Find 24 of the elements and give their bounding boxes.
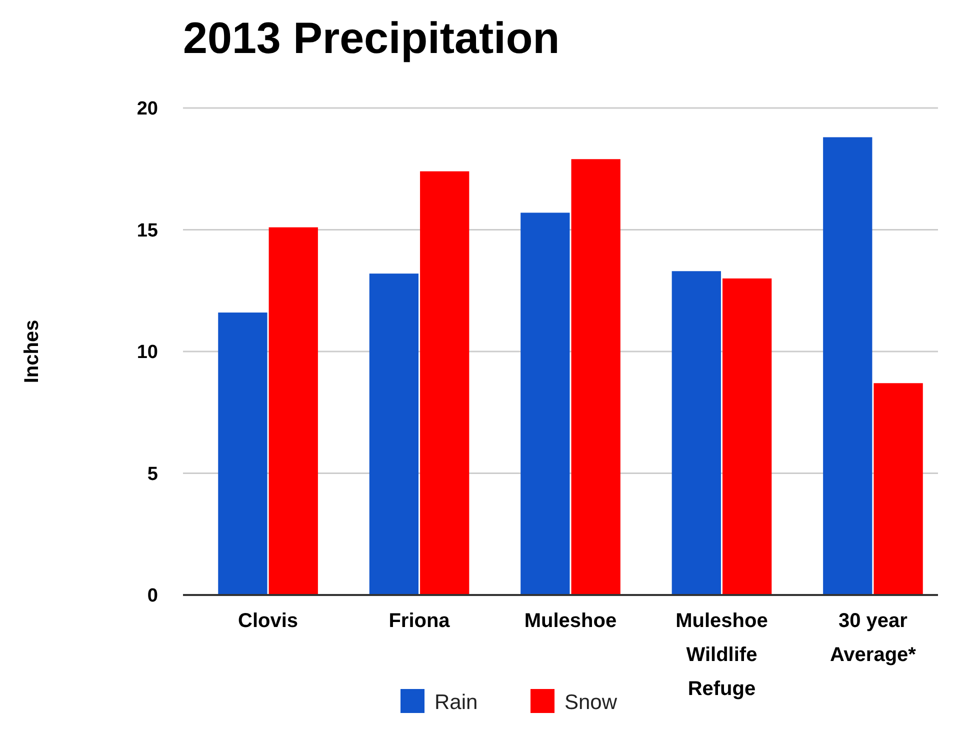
- legend-label: Snow: [564, 691, 618, 714]
- y-tick-label: 20: [136, 98, 158, 120]
- x-tick-label: Muleshoe Wildlife Refuge: [676, 610, 768, 700]
- bar: [520, 212, 570, 595]
- y-tick-label: 0: [147, 586, 158, 607]
- y-axis-title: Inches: [21, 320, 43, 384]
- bar: [420, 171, 470, 595]
- bar: [571, 159, 620, 595]
- x-tick-label: 30 year Average*: [830, 610, 916, 666]
- y-tick-label: 15: [136, 220, 158, 242]
- y-tick-label: 10: [136, 342, 158, 364]
- bar: [672, 271, 721, 595]
- bar: [268, 227, 318, 595]
- chart-title: 2013 Precipitation: [183, 14, 560, 63]
- legend-label: Rain: [434, 691, 478, 714]
- bar: [369, 274, 419, 595]
- bar: [823, 137, 872, 595]
- bar: [722, 278, 772, 595]
- bar: [218, 312, 268, 595]
- y-tick-label: 5: [147, 464, 158, 485]
- x-tick-label: Muleshoe: [524, 610, 617, 632]
- bar: [874, 383, 923, 595]
- x-tick-label: Friona: [388, 610, 451, 632]
- x-tick-label: Clovis: [238, 610, 298, 632]
